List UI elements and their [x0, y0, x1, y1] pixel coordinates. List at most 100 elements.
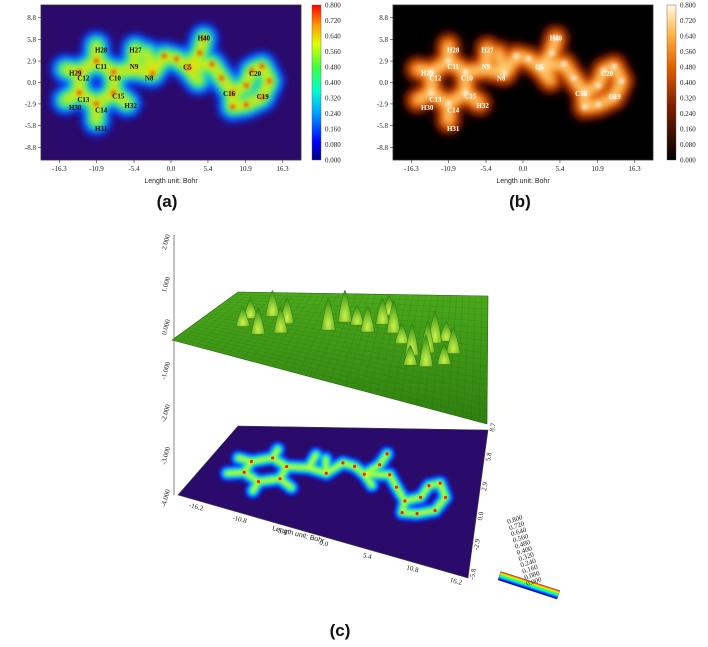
panel-c-label: (c)	[330, 621, 351, 640]
surface-peak	[337, 289, 353, 323]
atom-label: C12	[429, 75, 442, 83]
panel-b-heatmap: H28 H27 H29 C11 N9 C12 C10 N8 C13 C15 H32 H30 C14 H31…	[377, 2, 696, 212]
atom-label: H29	[69, 69, 82, 77]
atom-label: C20	[249, 70, 262, 78]
colorbar-tick-label: 0.400	[680, 79, 696, 87]
x-tick-label: 16.3	[276, 165, 289, 173]
colorbar-tick-label: 0.000	[325, 157, 341, 165]
z-tick-label: 1.000	[160, 275, 172, 293]
surface-peak	[446, 327, 461, 354]
x-tick-label: 10.9	[591, 165, 604, 173]
y-tick-label: 8.8	[27, 14, 36, 22]
atom-label: C13	[77, 96, 90, 104]
y-tick-label: -2.9	[25, 100, 37, 108]
surface-peak	[235, 306, 251, 327]
surface-peak	[273, 306, 288, 334]
atom-label: N8	[145, 75, 154, 83]
colorbar-tick-label: 0.720	[325, 17, 341, 25]
atom-label: H31	[447, 125, 460, 133]
x-tick-label: 5.4	[204, 165, 213, 173]
panel-a-colorbar	[311, 4, 322, 161]
atom-label: C10	[461, 75, 474, 83]
atom-label: H28	[95, 47, 108, 55]
panel-c-surface: 2.0001.0000.000-1.000-2.000-3.000-4.000 …	[160, 233, 560, 640]
atom-label: H32	[476, 102, 489, 110]
colorbar-tick-label: 0.560	[325, 48, 341, 56]
colorbar-tick-label: 0.160	[680, 126, 696, 134]
x-tick-label: 5.4	[556, 165, 565, 173]
atom-label: N9	[482, 63, 491, 71]
y-tick-label: -8.8	[377, 144, 389, 152]
colorbar-tick-label: 0.560	[680, 48, 696, 56]
atom-label: C11	[447, 63, 459, 71]
surface-peak	[265, 290, 280, 317]
colorbar-tick-label: 0.320	[325, 95, 341, 103]
panel-b-colorbar	[666, 4, 677, 161]
x-tick-label: -5.4	[481, 165, 493, 173]
atom-label: C15	[112, 92, 125, 100]
x-tick-label: 16.3	[628, 165, 641, 173]
atom-label: C5	[535, 64, 544, 72]
y-tick-label: 0.0	[476, 511, 485, 521]
panel-a-label: (a)	[157, 192, 178, 211]
atom-label: C11	[95, 63, 107, 71]
x-tick-label: -5.4	[129, 165, 141, 173]
panel-a-heatmap: H28 H27 H29 C11 N9 C12 C10 N8 C13 C15 H32 H30 C14 H31…	[25, 2, 341, 212]
surface-peak	[250, 308, 266, 335]
y-tick-label: -5.8	[377, 122, 389, 130]
colorbar-tick-label: 0.400	[325, 79, 341, 87]
atom-label: H40	[198, 35, 211, 43]
z-tick-label: -4.000	[160, 488, 173, 508]
z-tick-label: 2.000	[160, 233, 172, 251]
atom-label: C14	[447, 106, 460, 114]
y-tick-label: 5.8	[484, 451, 493, 461]
x-tick-label: 0.0	[319, 539, 330, 549]
x-tick-label: 5.4	[362, 551, 373, 561]
atom-label: C20	[601, 70, 614, 78]
x-tick-label: 0.0	[519, 165, 528, 173]
colorbar-tick-label: 0.640	[680, 33, 696, 41]
z-tick-label: 0.000	[160, 318, 172, 336]
colorbar-tick-label: 0.800	[325, 2, 341, 10]
z-tick-label: -3.000	[160, 445, 173, 465]
x-tick-label: -10.8	[232, 514, 249, 525]
y-tick-label: -2.9	[377, 100, 389, 108]
x-tick-label: -16.3	[52, 165, 67, 173]
colorbar-tick-label: 0.080	[325, 141, 341, 149]
atom-label: H32	[124, 102, 137, 110]
y-tick-label: -8.8	[25, 144, 37, 152]
colorbar-tick-label: 0.720	[680, 17, 696, 25]
atom-label: C16	[575, 90, 588, 98]
surface-peak	[243, 298, 258, 319]
x-tick-label: -10.9	[441, 165, 456, 173]
y-tick-label: 0.0	[379, 79, 388, 87]
x-tick-label: 10.9	[239, 165, 252, 173]
colorbar-tick-label: 0.320	[680, 95, 696, 103]
atom-label: C13	[429, 96, 442, 104]
y-tick-label: 2.9	[27, 58, 36, 66]
panel-a-xlabel: Length unit: Bohr	[144, 178, 198, 185]
atom-label: H30	[421, 104, 434, 112]
x-tick-label: -10.9	[89, 165, 104, 173]
panel-b-xlabel: Length unit: Bohr	[496, 178, 550, 185]
surface-peak	[418, 334, 434, 367]
y-tick-label: 5.8	[27, 36, 36, 44]
atom-label: H28	[447, 47, 460, 55]
surface-peak	[403, 344, 418, 366]
y-tick-label: 2.9	[379, 58, 388, 66]
colorbar-tick-label: 0.160	[325, 126, 341, 134]
colorbar-tick-label: 0.800	[680, 2, 696, 10]
surface-peak	[404, 323, 420, 356]
atom-label: N9	[130, 63, 139, 71]
colorbar-tick-label: 0.480	[680, 64, 696, 72]
x-tick-label: -16.3	[404, 165, 419, 173]
atom-label: C19	[609, 93, 622, 101]
atom-label: C5	[183, 64, 192, 72]
atom-label: C15	[464, 92, 477, 100]
surface-peak	[394, 323, 410, 344]
panel-c-colorbar	[497, 571, 560, 600]
atom-label: H40	[550, 35, 563, 43]
y-tick-label: -2.9	[472, 538, 482, 551]
y-tick-label: 8.7	[488, 422, 497, 432]
surface-peak	[349, 304, 365, 326]
